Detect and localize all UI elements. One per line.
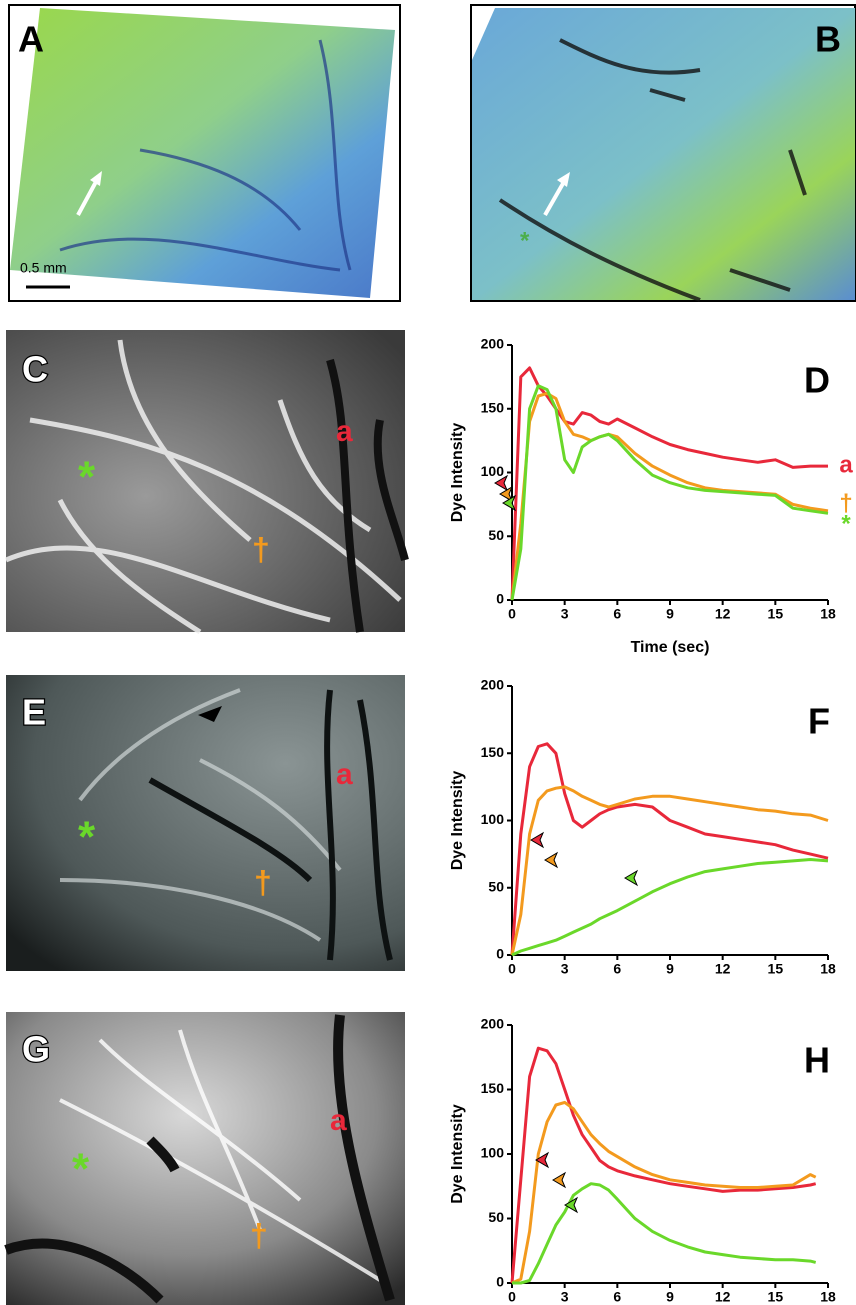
panel-g: G a * † xyxy=(6,1012,405,1305)
y-tick-label: 0 xyxy=(496,591,504,607)
x-axis-label: Time (sec) xyxy=(631,639,710,656)
star-label: * xyxy=(78,813,96,862)
y-tick-label: 0 xyxy=(496,946,504,962)
artery-label: a xyxy=(330,1104,347,1137)
panel-letter: A xyxy=(18,19,44,60)
x-tick-label: 6 xyxy=(613,961,621,977)
y-tick-label: 150 xyxy=(481,1080,505,1096)
artery-label: a xyxy=(336,415,353,448)
series-line xyxy=(512,386,828,600)
x-tick-label: 3 xyxy=(561,961,569,977)
dagger-label: † xyxy=(254,864,272,900)
x-tick-label: 6 xyxy=(613,606,621,622)
panel-letter: F xyxy=(808,701,830,742)
x-tick-label: 15 xyxy=(768,961,784,977)
x-tick-label: 9 xyxy=(666,1289,674,1305)
arrowhead xyxy=(625,871,637,885)
artery-label: a xyxy=(336,758,353,791)
y-tick-label: 100 xyxy=(481,1145,505,1161)
y-tick-label: 150 xyxy=(481,744,505,760)
panel-c: C a * † xyxy=(6,330,405,632)
x-tick-label: 6 xyxy=(613,1289,621,1305)
panel-letter: C xyxy=(22,349,48,390)
star-label: * xyxy=(78,453,96,502)
x-tick-label: 15 xyxy=(768,1289,784,1305)
dagger-label: † xyxy=(250,1217,268,1253)
x-tick-label: 15 xyxy=(768,606,784,622)
y-tick-label: 50 xyxy=(488,1209,504,1225)
arrowhead xyxy=(531,833,543,847)
series-line xyxy=(512,787,828,955)
panel-letter: G xyxy=(22,1029,50,1070)
x-tick-label: 12 xyxy=(715,1289,731,1305)
panel-letter: D xyxy=(804,360,830,401)
y-tick-label: 100 xyxy=(481,811,505,827)
x-tick-label: 0 xyxy=(508,606,516,622)
panel-letter: H xyxy=(804,1040,830,1081)
panel-b: B * xyxy=(471,5,855,301)
marker-label: * xyxy=(520,227,530,254)
panel-letter: E xyxy=(22,692,46,733)
page: A 0.5 mm B * C a * † E a * † G a xyxy=(0,0,856,1305)
series-line xyxy=(512,1048,816,1283)
scale-label: 0.5 mm xyxy=(20,260,67,276)
panel-a: A 0.5 mm xyxy=(9,5,400,301)
series-label: * xyxy=(841,511,851,538)
y-axis-label: Dye Intensity xyxy=(449,1104,466,1204)
y-tick-label: 200 xyxy=(481,336,505,352)
y-tick-label: 150 xyxy=(481,399,505,415)
x-tick-label: 12 xyxy=(715,961,731,977)
series-line xyxy=(512,1184,816,1283)
x-tick-label: 0 xyxy=(508,1289,516,1305)
x-tick-label: 9 xyxy=(666,606,674,622)
y-axis-label: Dye Intensity xyxy=(449,423,466,523)
series-line xyxy=(512,860,828,956)
x-tick-label: 18 xyxy=(820,961,836,977)
figure: A 0.5 mm B * C a * † E a * † G a xyxy=(0,0,856,1305)
y-tick-label: 0 xyxy=(496,1274,504,1290)
panel-e: E a * † xyxy=(6,675,405,971)
y-tick-label: 200 xyxy=(481,677,505,693)
series-label: a xyxy=(839,451,853,478)
star-label: * xyxy=(72,1145,90,1194)
arrowhead xyxy=(553,1173,565,1187)
series-line xyxy=(512,744,828,955)
series-line xyxy=(512,1102,816,1283)
x-tick-label: 12 xyxy=(715,606,731,622)
x-tick-label: 0 xyxy=(508,961,516,977)
x-tick-label: 3 xyxy=(561,1289,569,1305)
y-axis-label: Dye Intensity xyxy=(449,771,466,871)
y-tick-label: 50 xyxy=(488,878,504,894)
arrowhead xyxy=(545,853,557,867)
panel-letter: B xyxy=(815,19,841,60)
dagger-label: † xyxy=(252,531,270,567)
y-tick-label: 100 xyxy=(481,463,505,479)
y-tick-label: 50 xyxy=(488,527,504,543)
x-tick-label: 18 xyxy=(820,1289,836,1305)
x-tick-label: 9 xyxy=(666,961,674,977)
x-tick-label: 18 xyxy=(820,606,836,622)
x-tick-label: 3 xyxy=(561,606,569,622)
y-tick-label: 200 xyxy=(481,1016,505,1032)
